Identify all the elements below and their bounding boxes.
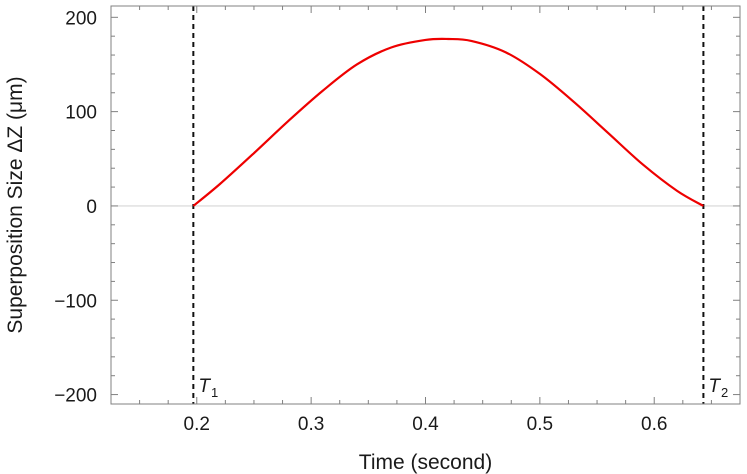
x-tick-label: 0.4 (412, 414, 439, 435)
y-tick-label: −100 (54, 291, 97, 312)
x-axis-label: Time (second) (359, 451, 492, 474)
x-tick-label: 0.2 (184, 414, 210, 435)
y-tick-label: 0 (86, 197, 97, 218)
x-tick-label: 0.6 (641, 414, 667, 435)
marker-label-base: T (198, 376, 211, 397)
marker-label-subscript: 2 (721, 385, 728, 400)
marker-label-subscript: 1 (211, 385, 218, 400)
y-axis-label: Superposition Size ΔZ (μm) (4, 76, 27, 333)
x-tick-label: 0.5 (527, 414, 553, 435)
marker-label-2: T2 (708, 376, 728, 400)
y-tick-label: 200 (65, 8, 97, 29)
y-tick-label: −200 (54, 386, 97, 407)
marker-label-1: T1 (198, 376, 218, 400)
plot-frame (110, 5, 741, 405)
x-tick-label: 0.3 (298, 414, 324, 435)
series-line-1 (192, 37, 704, 207)
marker-label-base: T (708, 376, 721, 397)
y-tick-label: 100 (65, 103, 97, 124)
